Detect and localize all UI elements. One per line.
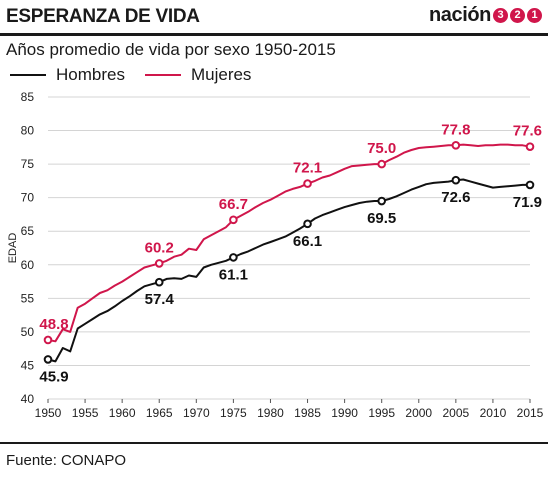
data-label: 57.4 bbox=[145, 291, 175, 308]
y-tick-label: 80 bbox=[21, 124, 35, 138]
data-marker bbox=[451, 141, 461, 150]
data-marker bbox=[303, 179, 312, 188]
data-marker bbox=[377, 196, 386, 206]
data-labels: 45.9 57.4 61.1 66.1 69.5 72.6 71.9 48.8 60.2 66.7… bbox=[39, 121, 542, 385]
data-marker bbox=[154, 277, 164, 287]
legend-item-mujeres: Mujeres bbox=[144, 65, 252, 85]
x-tick-label: 1995 bbox=[368, 406, 395, 420]
data-label: 77.6 bbox=[513, 123, 542, 140]
data-label: 61.1 bbox=[219, 266, 248, 283]
data-marker bbox=[451, 175, 461, 185]
y-axis-label: EDAD bbox=[7, 233, 19, 264]
logo-text: nación bbox=[428, 4, 491, 26]
series-line-hombres bbox=[47, 178, 530, 363]
y-tick-label: 65 bbox=[21, 224, 35, 238]
data-marker bbox=[43, 335, 53, 345]
data-marker bbox=[229, 215, 238, 225]
axis-labels: 40 45 50 55 60 65 70 75 80 85 1950 1955 1960 1965 1970… bbox=[7, 90, 544, 420]
data-marker bbox=[229, 253, 238, 262]
legend-label-mujeres: Mujeres bbox=[190, 65, 252, 84]
brand-logo: nación 3 2 1 bbox=[429, 4, 542, 27]
data-marker bbox=[43, 355, 53, 364]
y-tick-label: 60 bbox=[21, 258, 35, 272]
y-tick-label: 55 bbox=[21, 291, 35, 305]
data-label: 48.8 bbox=[39, 316, 68, 333]
x-tick-label: 1970 bbox=[183, 406, 210, 420]
chart-subtitle: Años promedio de vida por sexo 1950-2015 bbox=[6, 40, 336, 59]
data-marker bbox=[303, 219, 312, 229]
data-label: 69.5 bbox=[367, 210, 396, 227]
y-tick-label: 75 bbox=[21, 157, 35, 171]
bottom-divider bbox=[0, 442, 548, 444]
y-tick-label: 45 bbox=[21, 358, 35, 372]
y-tick-label: 40 bbox=[21, 392, 35, 406]
data-marker bbox=[525, 142, 535, 151]
legend-item-hombres: Hombres bbox=[10, 65, 125, 85]
data-label: 72.1 bbox=[293, 160, 322, 177]
data-label: 66.1 bbox=[293, 233, 322, 250]
data-label: 72.6 bbox=[441, 189, 470, 206]
x-tick-label: 1960 bbox=[109, 406, 136, 420]
data-label: 60.2 bbox=[145, 239, 174, 256]
legend-swatch-mujeres bbox=[144, 73, 181, 77]
top-divider bbox=[0, 33, 548, 36]
data-marker bbox=[377, 159, 386, 169]
x-tick-label: 1955 bbox=[72, 406, 99, 420]
x-tick-label: 1975 bbox=[220, 406, 247, 420]
x-tick-label: 1980 bbox=[257, 406, 284, 420]
logo-digit-3: 1 bbox=[527, 8, 542, 23]
data-label: 75.0 bbox=[367, 140, 396, 157]
logo-digit-1: 3 bbox=[493, 8, 508, 23]
x-tick-label: 2010 bbox=[480, 406, 507, 420]
data-marker bbox=[525, 180, 535, 190]
x-tick-label: 1950 bbox=[35, 406, 62, 420]
series-line-mujeres bbox=[47, 143, 531, 343]
x-tick-label: 1965 bbox=[146, 406, 173, 420]
data-label: 71.9 bbox=[513, 194, 542, 211]
data-marker bbox=[154, 259, 164, 268]
logo-digit-2: 2 bbox=[510, 8, 525, 23]
legend-label-hombres: Hombres bbox=[56, 65, 125, 84]
chart-title: ESPERANZA DE VIDA bbox=[6, 6, 200, 27]
y-tick-label: 70 bbox=[21, 191, 35, 205]
legend-swatch-hombres bbox=[10, 73, 46, 77]
grid-lines bbox=[48, 96, 530, 400]
x-tick-label: 2000 bbox=[405, 406, 432, 420]
x-tick-label: 2015 bbox=[517, 406, 544, 420]
x-tick-label: 1990 bbox=[331, 406, 358, 420]
data-label: 45.9 bbox=[39, 368, 68, 385]
legend: Hombres Mujeres bbox=[10, 64, 271, 86]
series-lines bbox=[47, 143, 531, 363]
y-tick-label: 50 bbox=[21, 325, 35, 339]
header: ESPERANZA DE VIDA nación 3 2 1 bbox=[6, 4, 544, 30]
data-label: 66.7 bbox=[219, 196, 248, 213]
x-tick-label: 1985 bbox=[294, 406, 321, 420]
source-note: Fuente: CONAPO bbox=[6, 452, 127, 469]
y-tick-label: 85 bbox=[21, 90, 35, 104]
x-tick-label: 2005 bbox=[442, 406, 469, 420]
data-label: 77.8 bbox=[441, 121, 470, 138]
